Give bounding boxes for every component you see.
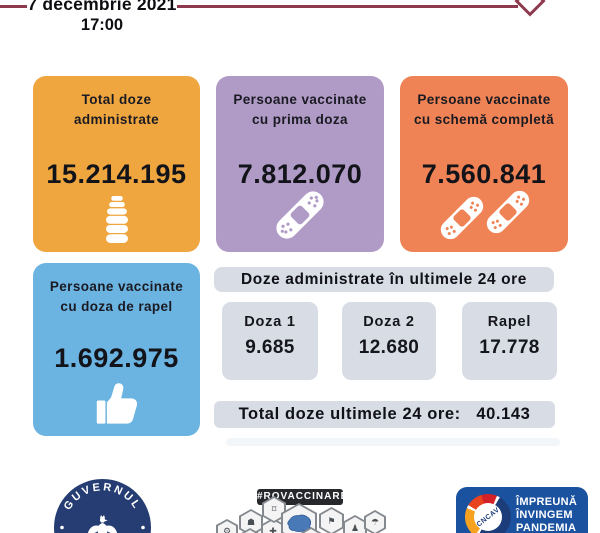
hexagon-icon: ✚ [300, 527, 322, 533]
hexagon-icon: ⚙ [216, 519, 238, 533]
mini-value: 9.685 [245, 337, 295, 358]
hexagon-icon: ⚑ [319, 507, 344, 533]
mini-label: Doza 2 [363, 314, 415, 330]
cncav-logo: CNCAV ÎMPREUNĂ ÎNVINGEM PANDEMIA [456, 487, 588, 533]
card-title: Total doze administrate [73, 92, 160, 127]
dose2-mini-card: Doza 2 12.680 [342, 302, 436, 380]
last24-title-bar: Doze administrate în ultimele 24 ore [214, 267, 554, 292]
card-title: Persoane vaccinate cu prima doza [233, 92, 367, 127]
mini-label: Doza 1 [244, 314, 296, 330]
cncav-slogan: ÎMPREUNĂ ÎNVINGEM PANDEMIA [516, 496, 577, 533]
card-value: 15.214.195 [46, 159, 187, 189]
cncav-name: CNCAV [475, 505, 501, 529]
stat-card-full-scheme: Persoane vaccinate cu schemă completă 7.… [400, 76, 568, 252]
hexagon-icon: ☂ [364, 510, 386, 533]
stat-card-first-dose: Persoane vaccinate cu prima doza 7.812.0… [216, 76, 384, 252]
cncav-emblem-icon: CNCAV [465, 494, 511, 533]
report-datetime: 7 decembrie 2021 17:00 [22, 0, 182, 35]
card-title: Persoane vaccinate cu doza de rapel [49, 279, 184, 314]
card-value: 7.560.841 [421, 159, 547, 189]
mini-value: 12.680 [358, 337, 420, 358]
total-24h-label: Total doze ultimele 24 ore: [238, 405, 461, 423]
mini-value: 17.778 [479, 337, 540, 358]
total-24h-bar: Total doze ultimele 24 ore: 40.143 [214, 401, 555, 428]
slogan-line-2: ÎNVINGEM [516, 509, 573, 521]
card-title: Persoane vaccinate cu schemă completă [413, 92, 554, 127]
card-value: 1.692.975 [54, 343, 179, 373]
stat-card-booster: Persoane vaccinate cu doza de rapel 1.69… [33, 263, 200, 436]
hexagon-icon: ⚙ [240, 528, 260, 533]
card-value: 7.812.070 [237, 159, 363, 189]
double-bandaid-icon [400, 186, 568, 244]
decorative-strip [226, 438, 560, 446]
stat-card-total-doses: Total doze administrate 15.214.195 [33, 76, 200, 252]
diamond-ornament [514, 0, 546, 17]
dose1-mini-card: Doza 1 9.685 [222, 302, 318, 380]
mini-label: Rapel [487, 314, 532, 330]
divider-line-right [177, 5, 518, 8]
hexagon-icon: ✚ [261, 518, 285, 533]
report-date: 7 decembrie 2021 [27, 0, 177, 14]
eagle-emblem [87, 515, 118, 533]
booster-mini-card: Rapel 17.778 [462, 302, 557, 380]
slogan-line-3: PANDEMIA [516, 522, 577, 533]
slogan-line-1: ÎMPREUNĂ [516, 496, 578, 508]
divider-line-left [0, 5, 27, 8]
government-of-romania-seal: GUVERNUL ROMÂNIEI [54, 479, 151, 533]
bandaid-icon [216, 186, 384, 244]
hexagon-icon: ♟ [343, 515, 367, 533]
report-time: 17:00 [80, 16, 124, 34]
thumbs-up-icon [33, 376, 200, 428]
total-24h-value: 40.143 [476, 405, 531, 423]
vaccine-vial-icon [33, 196, 200, 244]
